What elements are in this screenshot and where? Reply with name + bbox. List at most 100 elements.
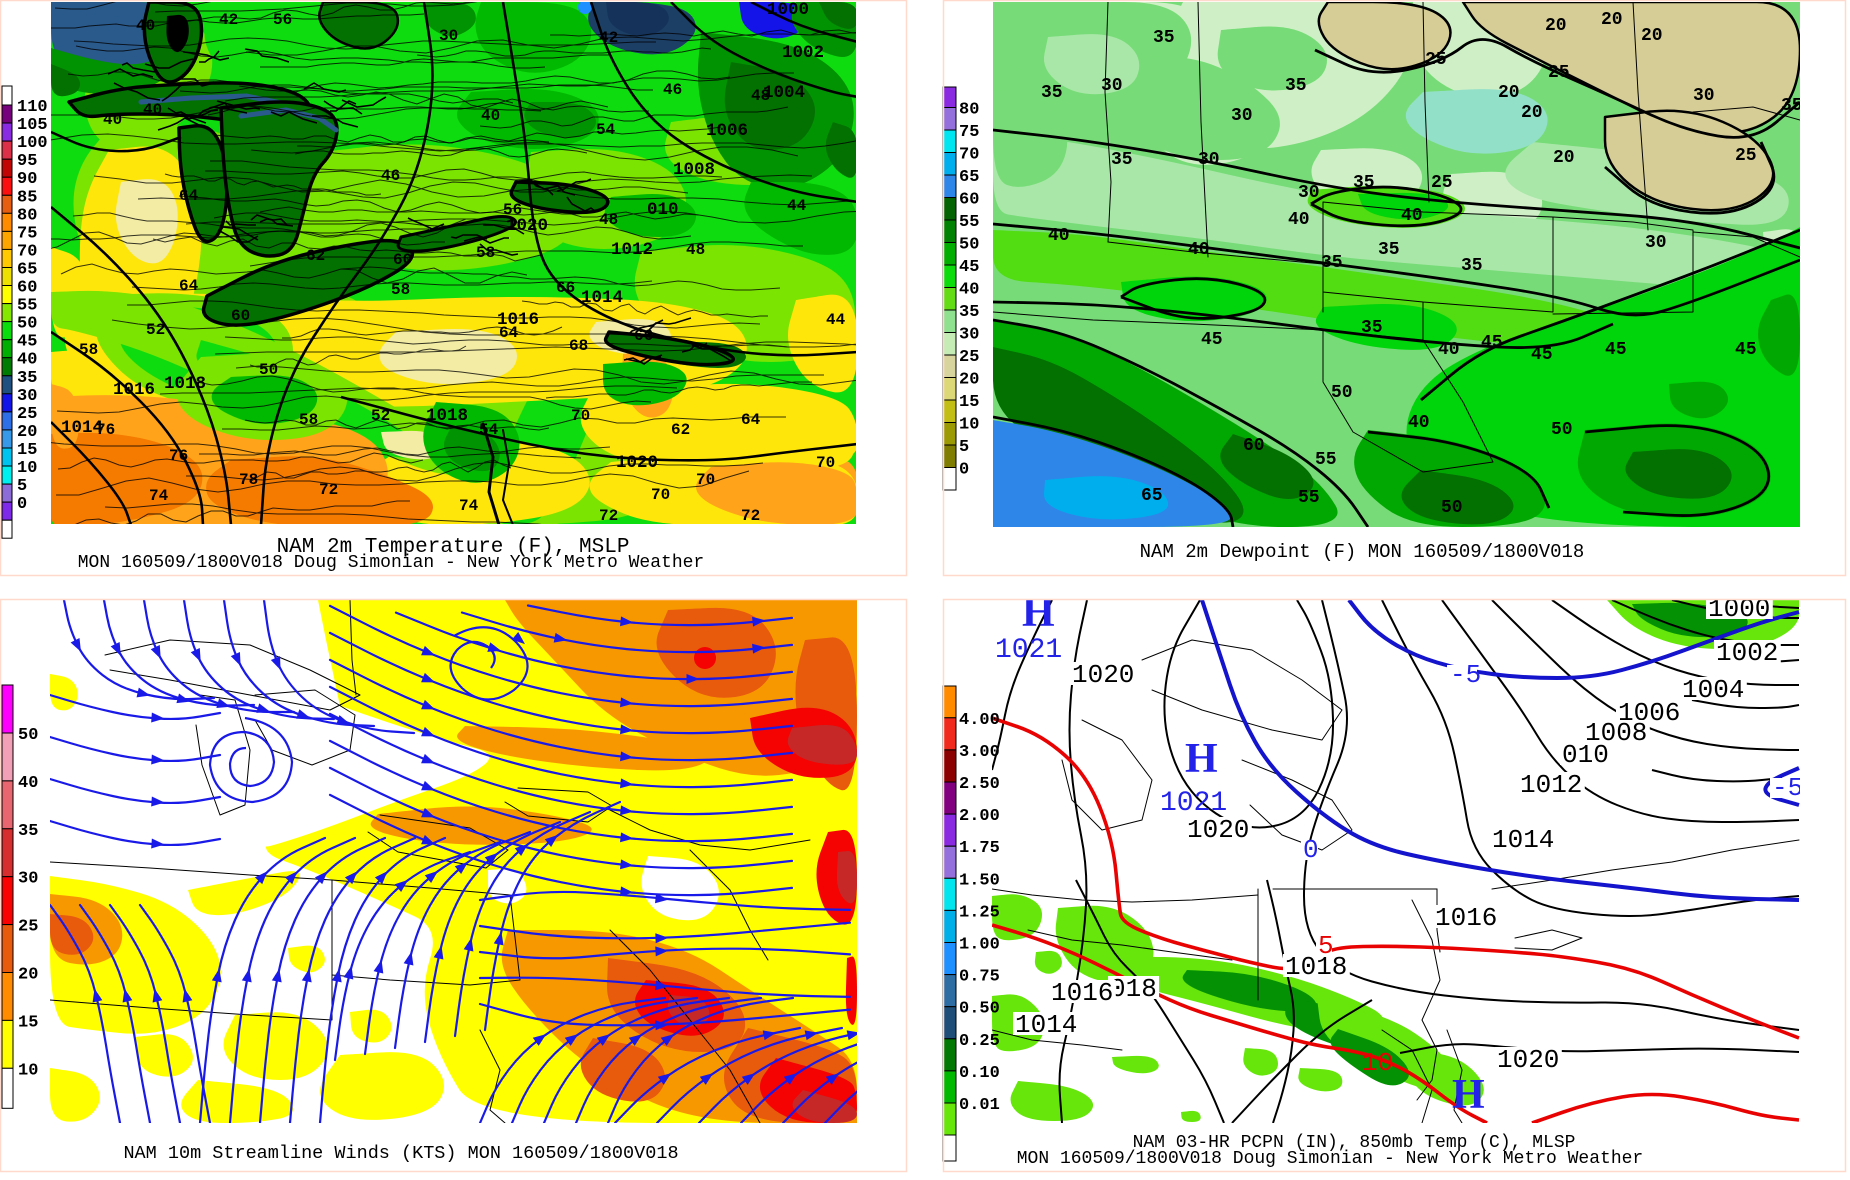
svg-text:55: 55 — [1298, 488, 1320, 508]
svg-text:50: 50 — [18, 726, 38, 745]
svg-text:1000: 1000 — [1708, 594, 1770, 624]
svg-text:80: 80 — [17, 206, 37, 225]
svg-text:1018: 1018 — [1285, 952, 1347, 982]
svg-text:72: 72 — [319, 481, 338, 499]
svg-text:76: 76 — [96, 421, 115, 439]
svg-text:58: 58 — [476, 244, 495, 262]
svg-text:25: 25 — [17, 405, 37, 424]
svg-text:20: 20 — [1545, 16, 1567, 36]
svg-text:55: 55 — [959, 213, 979, 232]
svg-text:20: 20 — [1601, 10, 1623, 30]
svg-text:35: 35 — [1361, 318, 1383, 338]
svg-text:56: 56 — [503, 201, 522, 219]
svg-text:60: 60 — [1243, 436, 1265, 456]
svg-text:40: 40 — [1188, 240, 1210, 260]
svg-text:0: 0 — [17, 495, 27, 514]
svg-text:30: 30 — [439, 27, 458, 45]
svg-text:25: 25 — [1735, 146, 1757, 166]
svg-text:1016: 1016 — [1435, 903, 1497, 933]
svg-text:40: 40 — [18, 774, 38, 793]
svg-text:25: 25 — [18, 918, 38, 937]
svg-text:15: 15 — [959, 393, 979, 412]
svg-text:1014: 1014 — [1492, 825, 1554, 855]
svg-text:3.00: 3.00 — [959, 743, 1000, 762]
svg-text:5: 5 — [959, 438, 969, 457]
svg-text:75: 75 — [17, 224, 37, 243]
svg-text:30: 30 — [1645, 233, 1667, 253]
svg-text:1014: 1014 — [61, 418, 103, 438]
svg-text:66: 66 — [556, 279, 575, 297]
svg-text:40: 40 — [143, 101, 162, 119]
svg-text:35: 35 — [1353, 173, 1375, 193]
svg-text:NAM 03-HR PCPN (IN), 850mb Tem: NAM 03-HR PCPN (IN), 850mb Temp (C), MLS… — [1133, 1133, 1576, 1153]
svg-text:20: 20 — [959, 371, 979, 390]
svg-text:2.50: 2.50 — [959, 775, 1000, 794]
svg-text:1.00: 1.00 — [959, 936, 1000, 955]
svg-text:48: 48 — [599, 211, 618, 229]
svg-text:018: 018 — [1110, 974, 1157, 1004]
svg-text:72: 72 — [599, 507, 618, 525]
svg-text:1.50: 1.50 — [959, 871, 1000, 890]
svg-text:66: 66 — [634, 327, 653, 345]
svg-text:35: 35 — [1378, 240, 1400, 260]
svg-text:58: 58 — [391, 281, 410, 299]
svg-text:62: 62 — [671, 421, 690, 439]
svg-text:30: 30 — [1298, 183, 1320, 203]
svg-text:64: 64 — [179, 277, 199, 295]
svg-text:42: 42 — [219, 11, 238, 29]
svg-text:40: 40 — [1048, 226, 1070, 246]
svg-text:70: 70 — [959, 146, 979, 165]
svg-text:NAM 2m Dewpoint (F) MON 16050: NAM 2m Dewpoint (F) MON 160509/1800V018 — [1140, 541, 1585, 563]
svg-text:64: 64 — [499, 324, 519, 342]
svg-text:0.01: 0.01 — [959, 1096, 1000, 1115]
svg-text:1014: 1014 — [581, 288, 623, 308]
svg-text:40: 40 — [103, 111, 122, 129]
svg-text:70: 70 — [17, 242, 37, 261]
svg-text:40: 40 — [17, 351, 37, 370]
svg-text:1021: 1021 — [1424, 1120, 1491, 1151]
svg-text:0.75: 0.75 — [959, 968, 1000, 987]
svg-text:55: 55 — [1315, 450, 1337, 470]
svg-text:35: 35 — [1321, 253, 1343, 273]
svg-text:45: 45 — [1605, 340, 1627, 360]
svg-text:35: 35 — [959, 303, 979, 322]
svg-text:90: 90 — [17, 170, 37, 189]
svg-text:40: 40 — [1408, 413, 1430, 433]
svg-text:70: 70 — [816, 454, 835, 472]
svg-text:1016: 1016 — [497, 310, 539, 330]
svg-text:1004: 1004 — [763, 83, 805, 103]
svg-text:H: H — [1452, 1072, 1485, 1118]
svg-text:1.75: 1.75 — [959, 839, 1000, 858]
svg-text:35: 35 — [1111, 150, 1133, 170]
svg-text:10: 10 — [17, 459, 37, 478]
svg-text:NAM 2m Temperature (F), MSLP: NAM 2m Temperature (F), MSLP — [277, 536, 630, 559]
svg-text:25: 25 — [1425, 50, 1447, 70]
svg-text:1000: 1000 — [767, 0, 809, 20]
svg-text:-5: -5 — [1450, 660, 1481, 690]
svg-text:40: 40 — [1401, 206, 1423, 226]
svg-text:95: 95 — [17, 152, 37, 171]
svg-text:20: 20 — [1641, 26, 1663, 46]
svg-text:5: 5 — [1318, 931, 1334, 961]
svg-text:1004: 1004 — [1682, 675, 1744, 705]
svg-text:25: 25 — [1548, 63, 1570, 83]
svg-text:0.10: 0.10 — [959, 1064, 1000, 1083]
svg-text:30: 30 — [1231, 106, 1253, 126]
svg-text:1.25: 1.25 — [959, 903, 1000, 922]
svg-text:1018: 1018 — [164, 374, 206, 394]
svg-text:45: 45 — [959, 258, 979, 277]
svg-text:35: 35 — [1153, 28, 1175, 48]
svg-text:1020: 1020 — [1187, 815, 1249, 845]
svg-text:100: 100 — [17, 134, 48, 153]
svg-text:25: 25 — [1431, 173, 1453, 193]
svg-text:35: 35 — [17, 369, 37, 388]
svg-text:H: H — [1185, 736, 1218, 782]
svg-text:1014: 1014 — [1015, 1010, 1077, 1040]
svg-text:0: 0 — [959, 461, 969, 480]
svg-text:75: 75 — [959, 123, 979, 142]
svg-text:35: 35 — [1781, 96, 1803, 116]
svg-text:45: 45 — [1735, 340, 1757, 360]
svg-text:74: 74 — [459, 497, 479, 515]
svg-text:54: 54 — [479, 421, 499, 439]
svg-text:30: 30 — [17, 387, 37, 406]
